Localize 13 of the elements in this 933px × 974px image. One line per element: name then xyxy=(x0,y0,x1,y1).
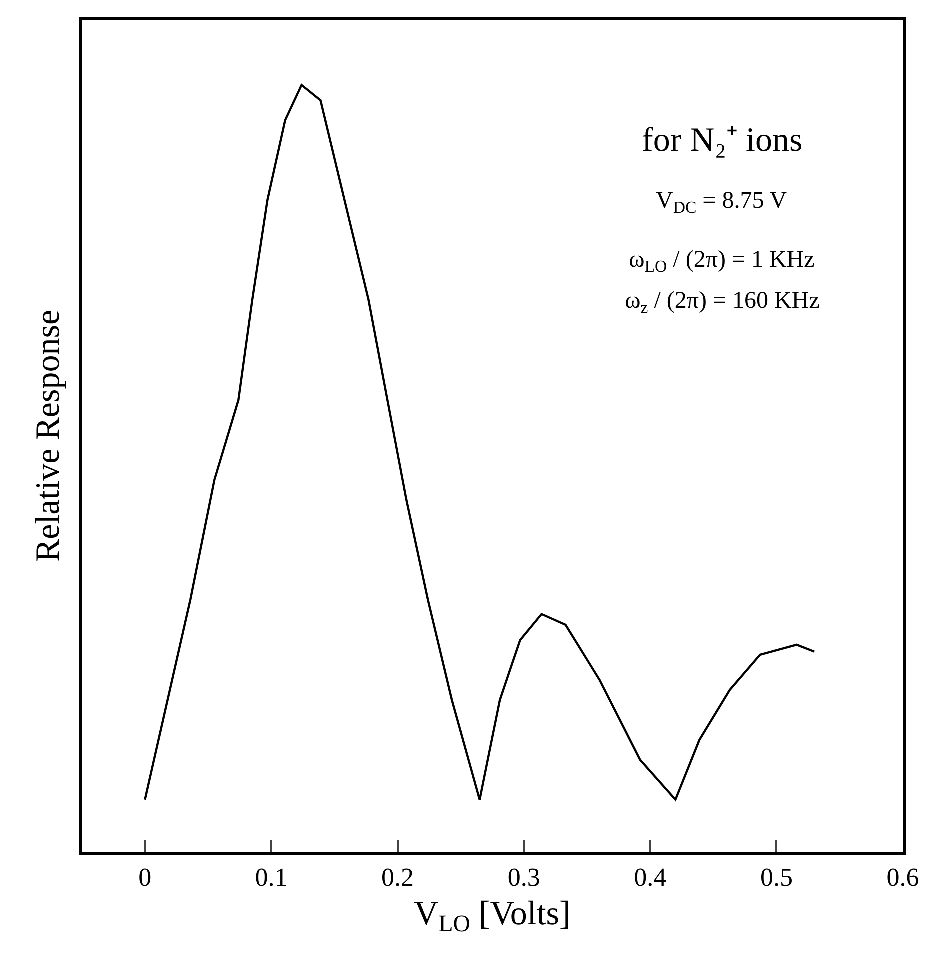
annotation: for N₂⁺ ions xyxy=(642,122,803,159)
annotation: V$_{DC}$ = 8.75 V xyxy=(656,188,788,218)
x-tick-label: 0.5 xyxy=(760,862,793,892)
annotation: ω$_{z}$ / (2π) = 160 KHz xyxy=(625,288,820,318)
x-tick-label: 0 xyxy=(138,862,152,892)
x-tick-label: 0.4 xyxy=(634,862,667,892)
x-tick-label: 0.2 xyxy=(382,862,414,892)
x-axis-title: V$_{LO}$ [Volts] xyxy=(414,895,571,938)
y-axis-title: Relative Response xyxy=(30,310,67,562)
x-tick-label: 0.6 xyxy=(886,862,920,892)
x-tick-label: 0.1 xyxy=(255,862,288,892)
x-tick-label: 0.3 xyxy=(508,862,540,892)
annotation: ω$_{LO}$ / (2π) = 1 KHz xyxy=(629,247,815,276)
